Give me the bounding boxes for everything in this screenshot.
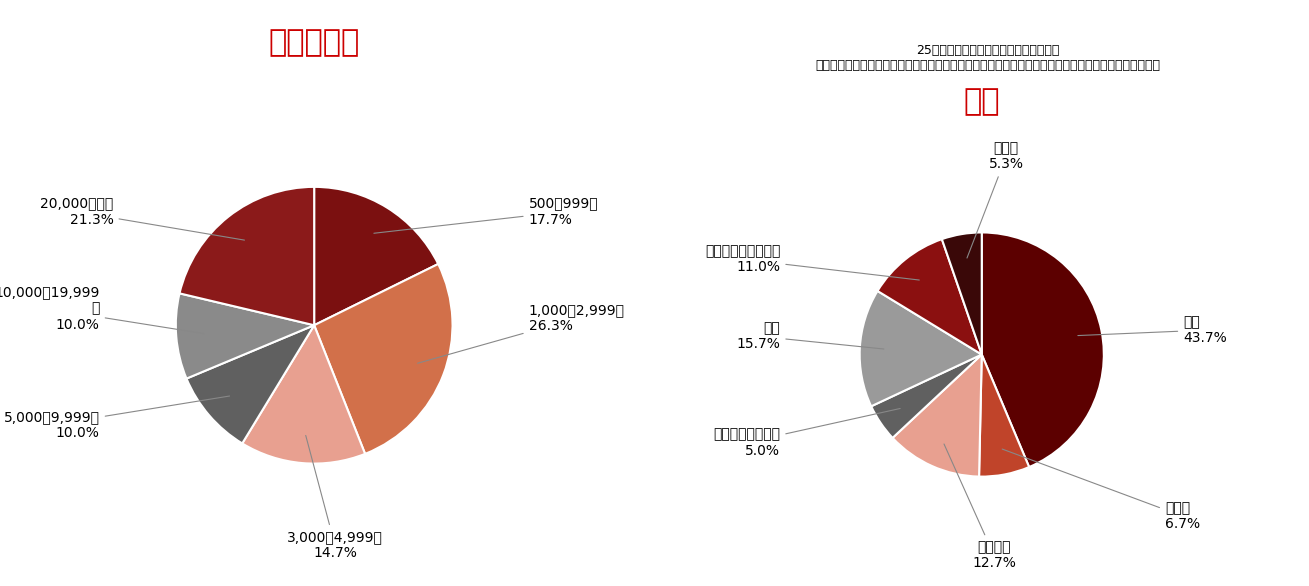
Text: 500〜999人
17.7%: 500〜999人 17.7%: [374, 197, 598, 233]
Wedge shape: [877, 239, 982, 355]
Wedge shape: [893, 355, 982, 476]
Wedge shape: [860, 291, 982, 406]
Wedge shape: [314, 264, 453, 454]
Wedge shape: [942, 233, 982, 355]
Wedge shape: [872, 355, 982, 438]
Text: 小売り
6.7%: 小売り 6.7%: [1003, 449, 1200, 532]
Wedge shape: [186, 325, 314, 444]
Text: エネルギー・運輸
5.0%: エネルギー・運輸 5.0%: [713, 408, 901, 458]
Text: 5,000〜9,999人
10.0%: 5,000〜9,999人 10.0%: [4, 396, 229, 440]
Wedge shape: [242, 325, 365, 464]
Text: 25業種にわけて回答いただいたものを、: 25業種にわけて回答いただいたものを、: [916, 44, 1060, 57]
Text: 3,000〜4,999人
14.7%: 3,000〜4,999人 14.7%: [287, 435, 382, 560]
Title: 業種: 業種: [963, 87, 1000, 116]
Title: 従業員規模: 従業員規模: [268, 28, 360, 57]
Wedge shape: [979, 355, 1029, 476]
Wedge shape: [175, 294, 314, 379]
Text: 金融
15.7%: 金融 15.7%: [737, 321, 884, 352]
Wedge shape: [179, 187, 314, 325]
Text: 10,000〜19,999
人
10.0%: 10,000〜19,999 人 10.0%: [0, 285, 204, 333]
Text: 製造
43.7%: 製造 43.7%: [1077, 315, 1227, 345]
Text: その他
5.3%: その他 5.3%: [967, 141, 1024, 258]
Text: 製造、小売り、サービス、エネルギー・運輸、金融、ソフトウェア・通信、その他の主要７業種に分類: 製造、小売り、サービス、エネルギー・運輸、金融、ソフトウェア・通信、その他の主要…: [816, 59, 1161, 71]
Wedge shape: [982, 233, 1103, 467]
Text: 20,000人以上
21.3%: 20,000人以上 21.3%: [41, 197, 245, 240]
Text: ソフトウェア・通信
11.0%: ソフトウェア・通信 11.0%: [706, 244, 919, 280]
Wedge shape: [314, 187, 439, 325]
Text: 1,000〜2,999人
26.3%: 1,000〜2,999人 26.3%: [418, 303, 624, 363]
Text: サービス
12.7%: サービス 12.7%: [944, 444, 1016, 570]
